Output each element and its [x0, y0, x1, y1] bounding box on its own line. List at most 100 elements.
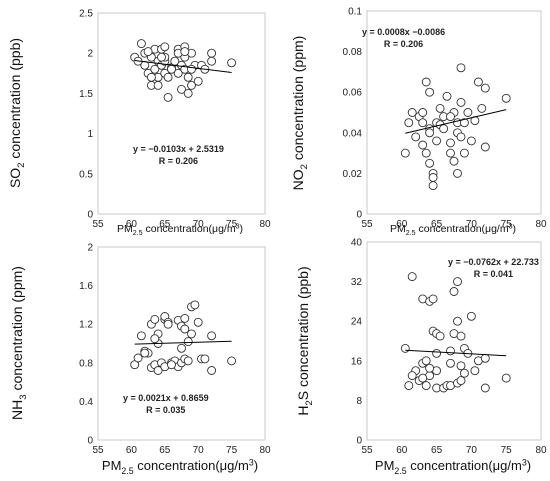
data-point	[442, 91, 452, 101]
data-point	[435, 103, 445, 113]
data-point	[459, 368, 469, 378]
x-tick-label: 75	[226, 445, 238, 456]
regression-equation: y = 0.0021x + 0.8659	[123, 393, 209, 403]
data-point	[418, 108, 428, 117]
scatter-panel-1: 55 60 65 70 75 80 0 0.5 1 1.5 2 2.5 PM2.5 concentrat…	[7, 9, 271, 238]
data-point	[146, 72, 156, 82]
data-point	[153, 80, 163, 90]
plot-area	[97, 12, 266, 215]
data-point	[207, 366, 217, 375]
y-tick-label: 0.04	[343, 128, 363, 139]
data-point	[400, 148, 410, 158]
y-tick-label: 0.8	[79, 358, 93, 369]
scatter-panel-4: 55 60 65 70 75 80 0 8 16 24 32 40 PM2.5 concentratio…	[295, 238, 547, 476]
data-point	[167, 360, 176, 370]
trend-line	[134, 60, 232, 74]
y-tick-label: 0.02	[343, 169, 363, 180]
data-point	[425, 87, 435, 97]
data-point	[480, 353, 490, 363]
x-tick-label: 75	[501, 445, 513, 456]
y-tick-label: 2	[87, 49, 93, 60]
data-point	[187, 80, 196, 90]
x-tick-label: 80	[259, 445, 271, 456]
data-point	[421, 148, 431, 158]
data-point	[459, 118, 469, 128]
y-tick-label: 2	[87, 243, 93, 254]
y-tick-label: 0	[87, 210, 93, 221]
y-tick-label: 1.5	[79, 89, 93, 100]
regression-equation: y = −0.0103x + 2.5319	[133, 144, 224, 154]
data-point	[160, 42, 170, 52]
data-point	[421, 356, 431, 366]
y-tick-label: 0.4	[79, 397, 93, 408]
data-point	[449, 156, 459, 166]
data-point	[187, 329, 196, 339]
plot-area	[97, 246, 266, 441]
data-point	[150, 64, 160, 74]
data-point	[418, 118, 428, 128]
data-point	[183, 88, 193, 98]
data-point	[425, 158, 435, 168]
data-point	[470, 366, 480, 376]
data-point	[136, 39, 146, 49]
data-point	[446, 346, 455, 356]
data-point	[446, 358, 455, 368]
y-tick-label: 40	[351, 238, 363, 249]
data-point	[432, 348, 442, 358]
data-point	[421, 77, 431, 87]
data-point	[456, 132, 466, 142]
data-point	[453, 316, 462, 326]
plot-area	[366, 241, 542, 441]
data-point	[466, 136, 476, 146]
data-point	[456, 331, 466, 341]
correlation-r: R = 0.041	[474, 269, 513, 279]
data-point	[163, 72, 173, 82]
data-point	[140, 348, 150, 358]
y-tick-label: 2.5	[79, 9, 93, 20]
data-point	[463, 108, 473, 117]
y-tick-label: 0	[356, 210, 362, 221]
data-point	[428, 294, 438, 304]
data-point	[157, 52, 166, 62]
x-axis-label: PM2.5 concentration(μg/m3)	[390, 222, 516, 237]
data-point	[456, 376, 466, 386]
trend-line	[134, 340, 232, 345]
data-point	[407, 108, 417, 117]
data-point	[180, 47, 190, 57]
data-point	[432, 136, 442, 146]
x-tick-label: 55	[361, 445, 373, 456]
data-point	[501, 373, 511, 383]
x-tick-label: 60	[396, 445, 408, 456]
y-tick-label: 1.2	[79, 320, 93, 331]
correlation-r: R = 0.206	[159, 156, 198, 166]
data-point	[418, 140, 428, 150]
y-axis-label: H2S concentration (ppb)	[295, 266, 315, 415]
data-point	[480, 83, 490, 93]
x-axis-label: PM2.5 concentration(μg/m3)	[117, 222, 243, 237]
data-point	[473, 77, 483, 87]
trend-line	[405, 349, 507, 357]
data-point	[227, 58, 237, 68]
y-tick-label: 8	[356, 396, 362, 407]
data-point	[425, 128, 435, 138]
data-point	[183, 356, 193, 366]
data-point	[477, 103, 487, 113]
data-point	[133, 353, 143, 363]
x-tick-label: 55	[92, 219, 104, 230]
x-tick-label: 70	[193, 445, 205, 456]
data-point	[421, 381, 431, 391]
data-point	[200, 354, 210, 364]
y-tick-label: 32	[351, 277, 363, 288]
data-point	[459, 148, 469, 158]
data-point	[407, 371, 417, 381]
correlation-r: R = 0.206	[384, 39, 423, 49]
data-point	[456, 63, 466, 73]
data-point	[400, 343, 410, 353]
data-point	[193, 317, 203, 327]
y-tick-label: 24	[351, 317, 363, 328]
data-point	[411, 132, 421, 142]
data-point	[466, 311, 476, 321]
data-point	[173, 68, 183, 78]
regression-equation: y = 0.0008x −0.0086	[362, 27, 445, 37]
data-point	[153, 366, 163, 375]
